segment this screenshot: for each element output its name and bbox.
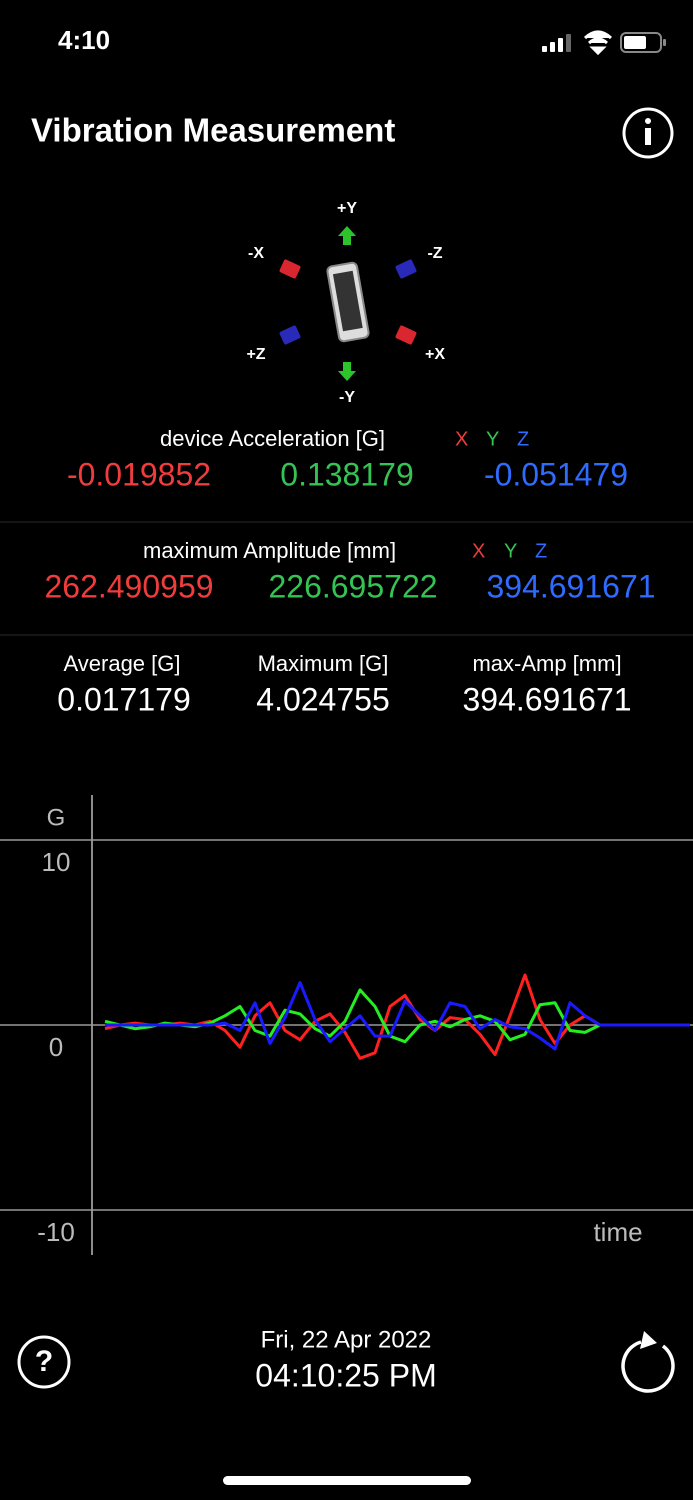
stat-value: 4.024755 [256,681,389,717]
acceleration-x: -0.019852 [67,456,211,492]
stat-label: Average [G] [64,651,181,676]
axis-z: Z [535,540,547,562]
axis-y: Y [486,428,499,450]
acceleration-y: 0.138179 [280,456,413,492]
axis-tag: +Z [246,346,265,363]
stat-label: max-Amp [mm] [472,651,621,676]
y-tick-label: 10 [42,847,71,877]
battery-icon [620,32,666,53]
reset-button[interactable] [621,1331,675,1393]
time: 04:10:25 PM [255,1357,436,1393]
y-tick-label: -10 [37,1217,75,1247]
wifi-icon [583,30,613,56]
stat-value: 0.017179 [57,681,190,717]
axis-x: X [472,540,485,562]
axis-tag: +X [425,346,445,363]
amplitude-label: maximum Amplitude [mm] [143,538,396,563]
signal-icon [542,34,571,52]
stat-label: Maximum [G] [258,651,389,676]
series-line [105,981,690,1051]
title: Vibration Measurement [31,112,395,149]
amplitude-x: 262.490959 [44,568,213,604]
stat-value: 394.691671 [462,681,631,717]
x-axis-label: time [593,1217,642,1247]
chart: G time -10 0 10 [0,795,693,1255]
axis-tag: +Y [337,200,357,217]
acceleration-label: device Acceleration [G] [160,426,385,451]
axis-tag: -Z [427,245,442,262]
orientation-diagram [279,226,417,381]
amplitude-y: 226.695722 [268,568,437,604]
axis-tag: -X [248,245,264,262]
acceleration-z: -0.051479 [484,456,628,492]
clock: 4:10 [58,25,110,55]
axis-x: X [455,428,468,450]
y-axis-label: G [47,804,66,831]
help-button[interactable]: ? [17,1335,71,1389]
date: Fri, 22 Apr 2022 [261,1326,432,1353]
home-indicator [223,1476,471,1485]
axis-tag: -Y [339,389,355,406]
amplitude-z: 394.691671 [486,568,655,604]
info-button[interactable] [622,107,674,159]
axis-z: Z [517,428,529,450]
y-tick-label: 0 [49,1032,63,1062]
axis-y: Y [504,540,517,562]
svg-text:?: ? [35,1345,53,1378]
